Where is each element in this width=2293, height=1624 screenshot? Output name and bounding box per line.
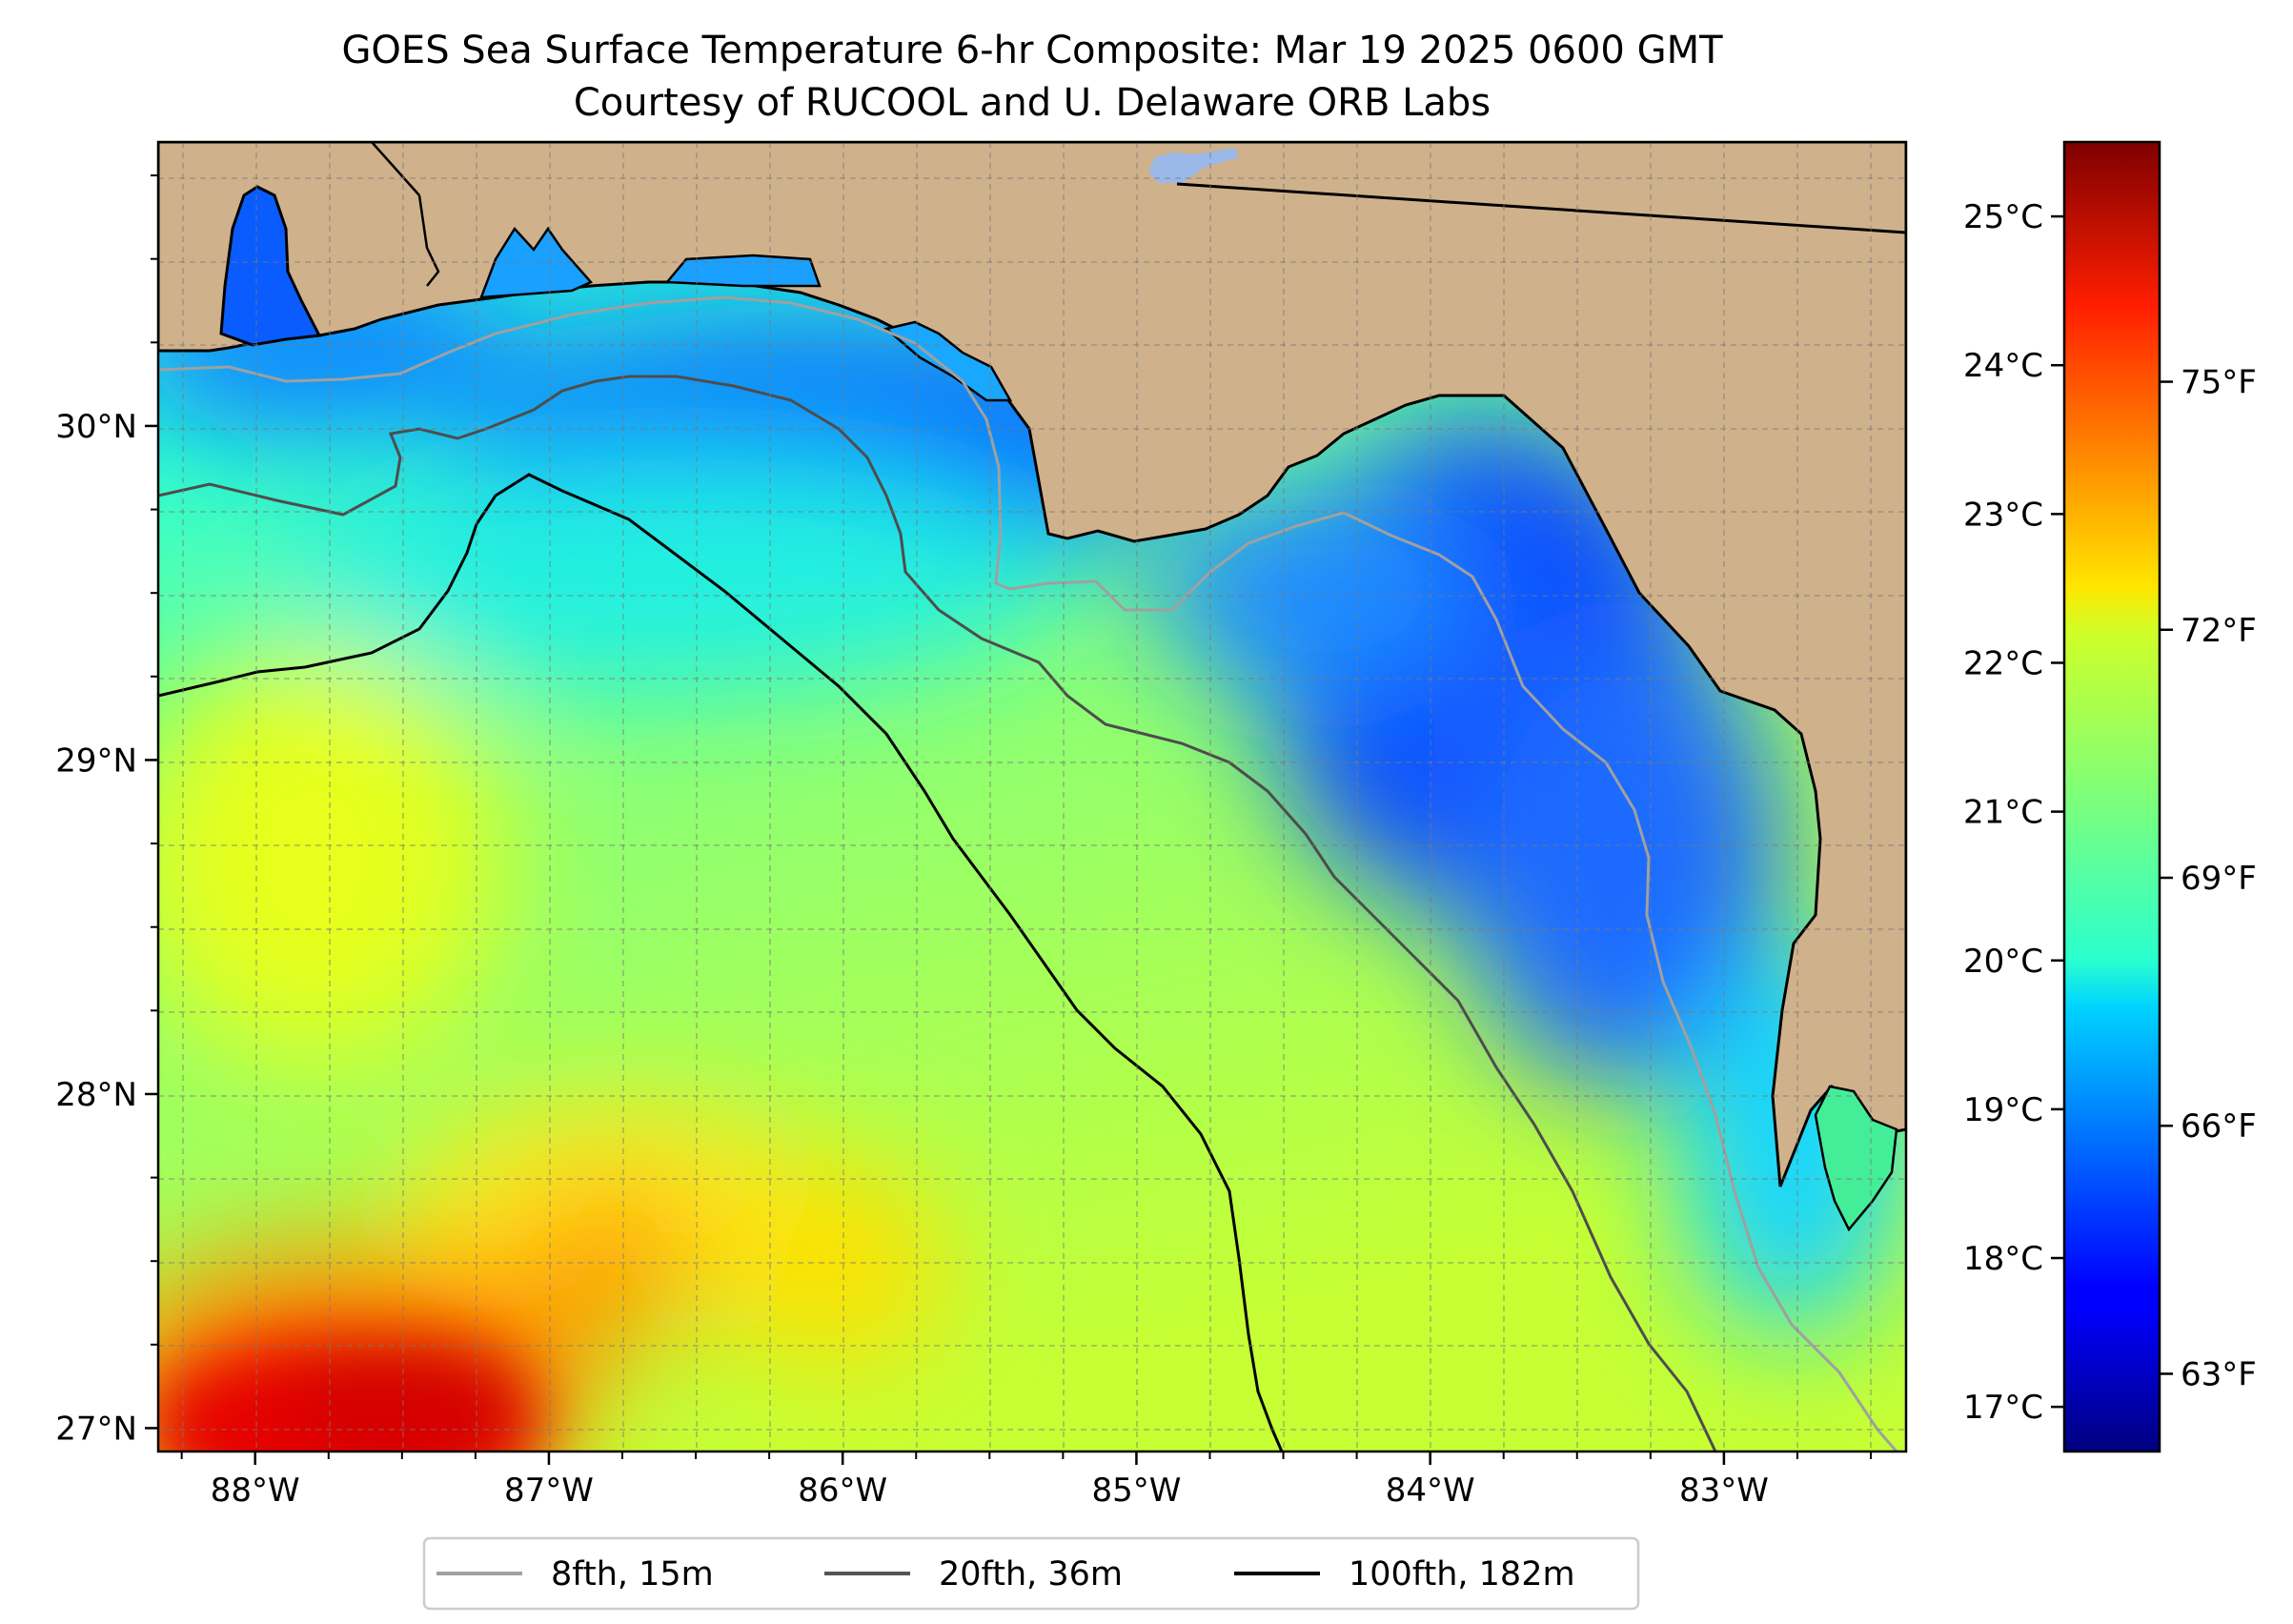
legend: 8fth, 15m 20fth, 36m 100fth, 182m bbox=[422, 1536, 1640, 1611]
fahrenheit-tick-label: 69°F bbox=[2181, 860, 2257, 898]
legend-label-20fth: 20fth, 36m bbox=[939, 1555, 1123, 1594]
lon-tick-label: 88°W bbox=[211, 1472, 300, 1510]
fahrenheit-tick-label: 75°F bbox=[2181, 364, 2257, 402]
fahrenheit-tick-label: 72°F bbox=[2181, 612, 2257, 650]
lon-tick-label: 84°W bbox=[1386, 1472, 1475, 1510]
sst-warm-core bbox=[158, 1334, 543, 1451]
map-panel bbox=[158, 142, 1906, 1451]
colorbar-ticks: 17°C 18°C 19°C 20°C 21°C 22°C 23°C 24°C 25°C 63°F… bbox=[1963, 198, 2257, 1427]
celsius-tick-label: 24°C bbox=[1963, 347, 2043, 385]
celsius-tick-label: 17°C bbox=[1963, 1389, 2043, 1427]
celsius-tick-label: 18°C bbox=[1963, 1240, 2043, 1278]
celsius-tick-label: 20°C bbox=[1963, 943, 2043, 981]
state-boundary bbox=[1176, 182, 1906, 234]
lat-tick-label: 30°N bbox=[55, 408, 137, 446]
lon-tick-label: 83°W bbox=[1679, 1472, 1769, 1510]
inland-lake bbox=[1148, 148, 1239, 183]
pensacola-bay bbox=[479, 226, 594, 299]
isobath-100fth bbox=[158, 473, 1284, 1451]
mobile-bay bbox=[219, 185, 322, 347]
lat-tick-label: 27°N bbox=[55, 1410, 137, 1448]
lon-tick-label: 86°W bbox=[798, 1472, 887, 1510]
choctawhatchee-bay bbox=[664, 254, 822, 288]
lat-tick-label: 29°N bbox=[55, 741, 137, 780]
celsius-tick-label: 19°C bbox=[1963, 1091, 2043, 1129]
map-frame bbox=[156, 140, 1908, 1453]
gridlines bbox=[158, 142, 1906, 1451]
legend-label-8fth: 8fth, 15m bbox=[551, 1555, 714, 1594]
map-title: GOES Sea Surface Temperature 6-hr Compos… bbox=[341, 29, 1723, 72]
colorbar-gradient bbox=[2062, 140, 2161, 1453]
map-subtitle: Courtesy of RUCOOL and U. Delaware ORB L… bbox=[574, 81, 1491, 125]
tampa-bay bbox=[1814, 1085, 1898, 1232]
state-boundary-al-2 bbox=[417, 194, 440, 287]
celsius-tick-label: 25°C bbox=[1963, 198, 2043, 236]
celsius-tick-label: 23°C bbox=[1963, 496, 2043, 534]
state-boundary-al bbox=[371, 142, 420, 196]
lon-tick-label: 87°W bbox=[504, 1472, 594, 1510]
legend-label-100fth: 100fth, 182m bbox=[1349, 1555, 1575, 1594]
fahrenheit-tick-label: 63°F bbox=[2181, 1355, 2257, 1393]
isobath-8fth bbox=[158, 295, 1898, 1451]
isobath-20fth bbox=[158, 375, 1717, 1451]
axis-ticks: 88°W 87°W 86°W 85°W 84°W 83°W 27°N 28°N 29°N 30°N bbox=[55, 174, 1873, 1510]
fahrenheit-tick-label: 66°F bbox=[2181, 1107, 2257, 1146]
celsius-tick-label: 21°C bbox=[1963, 794, 2043, 832]
lat-tick-label: 28°N bbox=[55, 1076, 137, 1114]
lon-tick-label: 85°W bbox=[1091, 1472, 1181, 1510]
land-mass bbox=[158, 142, 1906, 1188]
celsius-tick-label: 22°C bbox=[1963, 644, 2043, 682]
legend-box bbox=[422, 1536, 1640, 1611]
colorbar: 17°C 18°C 19°C 20°C 21°C 22°C 23°C 24°C 25°C 63°F… bbox=[1963, 140, 2257, 1453]
